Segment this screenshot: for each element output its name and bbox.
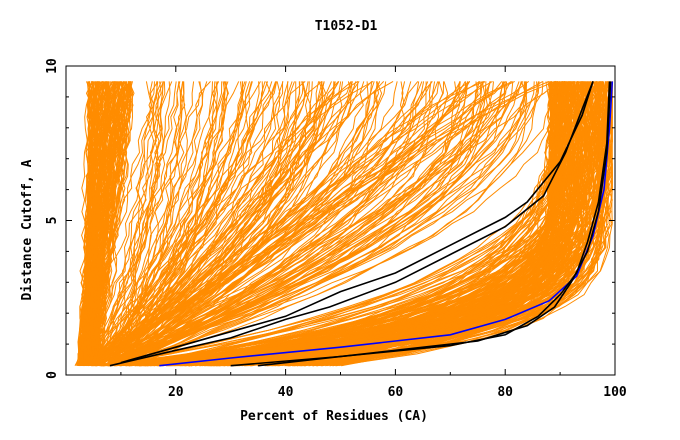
model-line bbox=[116, 80, 515, 367]
model-line bbox=[226, 81, 561, 367]
chart-title: T1052-D1 bbox=[315, 19, 378, 34]
model-line bbox=[106, 81, 380, 367]
model-line bbox=[108, 81, 354, 367]
model-line bbox=[114, 81, 289, 367]
model-line bbox=[131, 81, 439, 367]
model-line bbox=[312, 81, 572, 367]
model-line bbox=[86, 81, 343, 367]
highlight-model-line bbox=[120, 81, 594, 364]
model-line bbox=[126, 81, 425, 367]
x-tick-label: 80 bbox=[497, 385, 513, 400]
model-line bbox=[79, 81, 110, 366]
model-line bbox=[107, 81, 272, 366]
model-line bbox=[97, 81, 134, 366]
model-line bbox=[119, 81, 229, 366]
y-tick-label: 10 bbox=[45, 58, 60, 74]
model-line bbox=[102, 81, 155, 366]
model-line bbox=[90, 81, 132, 366]
model-line bbox=[250, 81, 599, 367]
y-tick-label: 0 bbox=[45, 371, 60, 379]
model-line bbox=[97, 81, 128, 366]
model-line bbox=[78, 81, 375, 367]
model-line bbox=[121, 81, 527, 367]
model-line bbox=[237, 81, 601, 367]
model-line bbox=[92, 81, 527, 367]
highlight-model-line bbox=[258, 81, 612, 367]
model-line bbox=[128, 81, 512, 367]
model-line bbox=[99, 81, 558, 367]
model-line bbox=[79, 81, 284, 367]
x-tick-label: 60 bbox=[388, 385, 404, 400]
highlight-model-line bbox=[230, 81, 611, 367]
model-line bbox=[303, 81, 569, 367]
model-line bbox=[304, 81, 594, 367]
x-tick-label: 20 bbox=[168, 385, 184, 400]
model-line bbox=[114, 81, 381, 367]
highlight-model-line bbox=[159, 81, 614, 367]
model-line bbox=[131, 81, 383, 367]
model-line bbox=[119, 81, 528, 367]
model-line bbox=[83, 81, 261, 367]
y-tick-label: 5 bbox=[45, 217, 60, 225]
model-line bbox=[115, 81, 278, 367]
model-line bbox=[97, 81, 244, 367]
model-line bbox=[81, 81, 379, 367]
model-line bbox=[105, 81, 524, 367]
model-line bbox=[99, 81, 601, 367]
model-line bbox=[84, 81, 109, 366]
model-line bbox=[77, 81, 103, 366]
model-line bbox=[89, 81, 332, 367]
model-line bbox=[95, 81, 183, 366]
model-line bbox=[93, 81, 180, 366]
model-line bbox=[241, 81, 565, 367]
model-line bbox=[114, 81, 177, 366]
model-line bbox=[80, 81, 301, 367]
model-line bbox=[146, 81, 557, 367]
model-line bbox=[89, 81, 213, 366]
background-model-lines bbox=[74, 80, 613, 367]
x-tick-label: 100 bbox=[603, 385, 627, 400]
model-line bbox=[247, 81, 567, 367]
model-line bbox=[81, 80, 359, 367]
model-line bbox=[105, 81, 506, 367]
model-line bbox=[264, 81, 585, 367]
model-line bbox=[100, 81, 325, 367]
model-line bbox=[107, 81, 535, 367]
model-line bbox=[93, 81, 527, 367]
model-line bbox=[84, 81, 171, 366]
model-line bbox=[112, 81, 208, 366]
model-line bbox=[112, 81, 412, 367]
y-axis-label: Distance Cutoff, A bbox=[20, 159, 35, 300]
model-line bbox=[109, 81, 340, 367]
model-line bbox=[101, 81, 164, 366]
model-line bbox=[91, 81, 526, 367]
y-axis-ticks: 0 5 10 bbox=[45, 58, 615, 379]
model-line bbox=[90, 81, 227, 366]
model-line bbox=[236, 81, 564, 367]
model-line bbox=[129, 81, 588, 367]
model-line bbox=[79, 81, 155, 366]
model-line bbox=[125, 81, 539, 367]
highlight-model-lines bbox=[109, 81, 614, 367]
model-line bbox=[123, 81, 406, 367]
model-line bbox=[85, 81, 119, 366]
model-line bbox=[83, 81, 557, 367]
model-line bbox=[199, 81, 555, 367]
x-axis-label: Percent of Residues (CA) bbox=[240, 409, 428, 424]
model-line bbox=[166, 81, 613, 367]
model-line bbox=[105, 81, 344, 367]
model-line bbox=[124, 80, 513, 367]
model-line bbox=[108, 81, 246, 366]
model-line bbox=[82, 81, 114, 366]
highlight-model-line bbox=[109, 81, 594, 367]
x-tick-label: 40 bbox=[278, 385, 294, 400]
x-axis-ticks: 20 40 60 80 100 bbox=[120, 66, 627, 400]
model-line bbox=[87, 81, 119, 366]
